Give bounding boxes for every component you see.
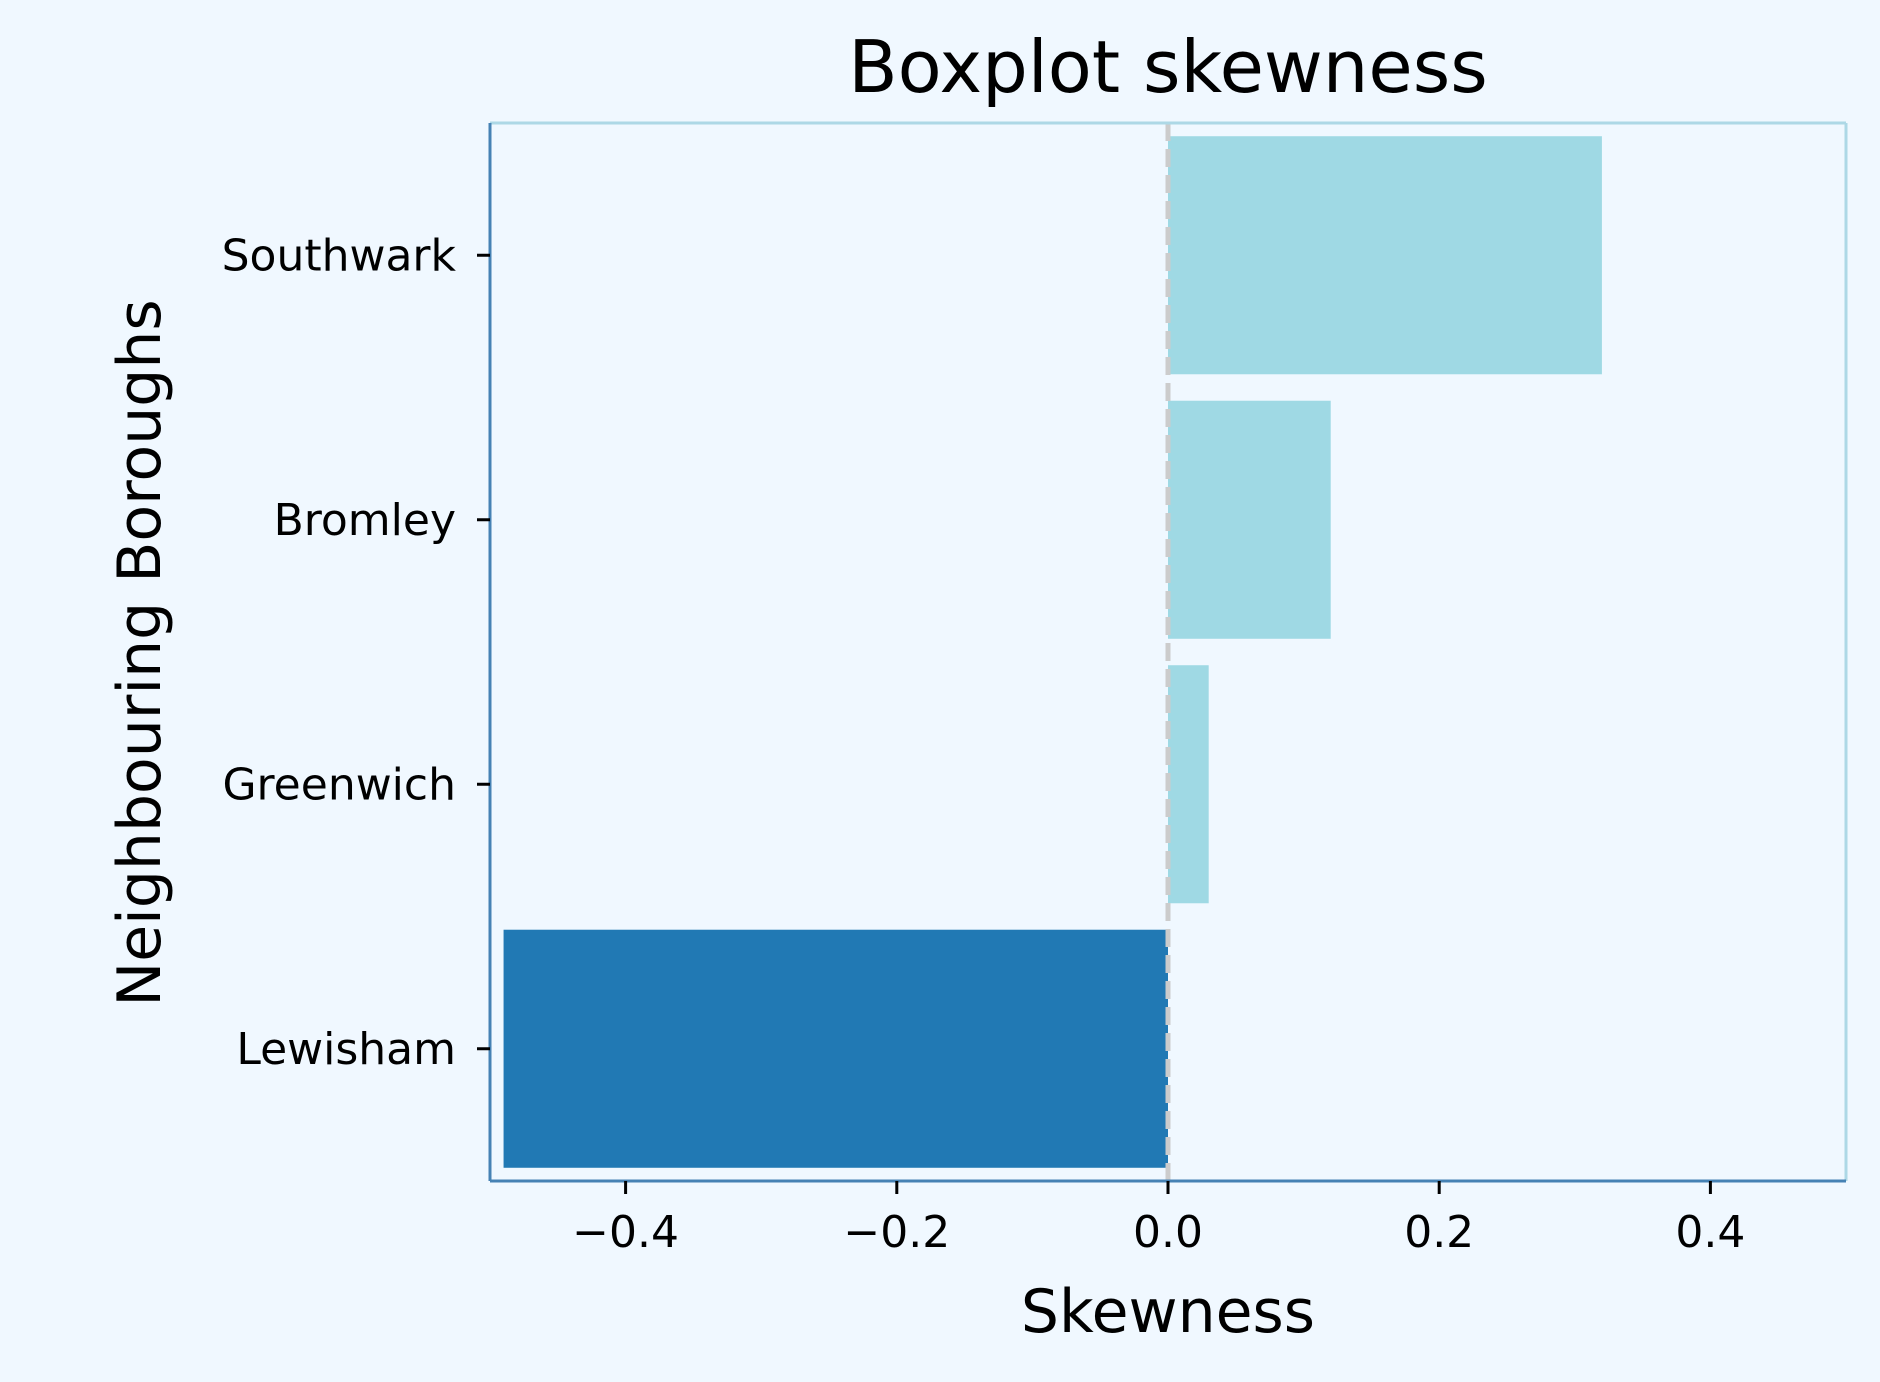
x-axis-label: Skewness bbox=[1021, 1277, 1315, 1347]
bar-bromley bbox=[1168, 400, 1331, 639]
bar-greenwich bbox=[1168, 665, 1209, 904]
x-tick-label: −0.2 bbox=[843, 1207, 950, 1258]
y-tick-label: Lewisham bbox=[236, 1024, 456, 1075]
x-tick-label: 0.4 bbox=[1675, 1207, 1745, 1258]
plot-area: −0.4 −0.2 0.0 0.2 0.4 Lewisham Greenwich Bromle… bbox=[222, 121, 1848, 1258]
bar-lewisham bbox=[503, 929, 1168, 1168]
x-tick-label: 0.0 bbox=[1133, 1207, 1203, 1258]
y-tick-label: Bromley bbox=[274, 495, 456, 546]
bar-southwark bbox=[1168, 136, 1602, 375]
x-tick-label: −0.4 bbox=[572, 1207, 679, 1258]
x-tick-label: 0.2 bbox=[1404, 1207, 1474, 1258]
y-axis-label: Neighbouring Boroughs bbox=[105, 299, 175, 1006]
y-tick-label: Greenwich bbox=[222, 759, 456, 810]
y-tick-label: Southwark bbox=[222, 230, 457, 281]
chart-title: Boxplot skewness bbox=[848, 25, 1488, 109]
